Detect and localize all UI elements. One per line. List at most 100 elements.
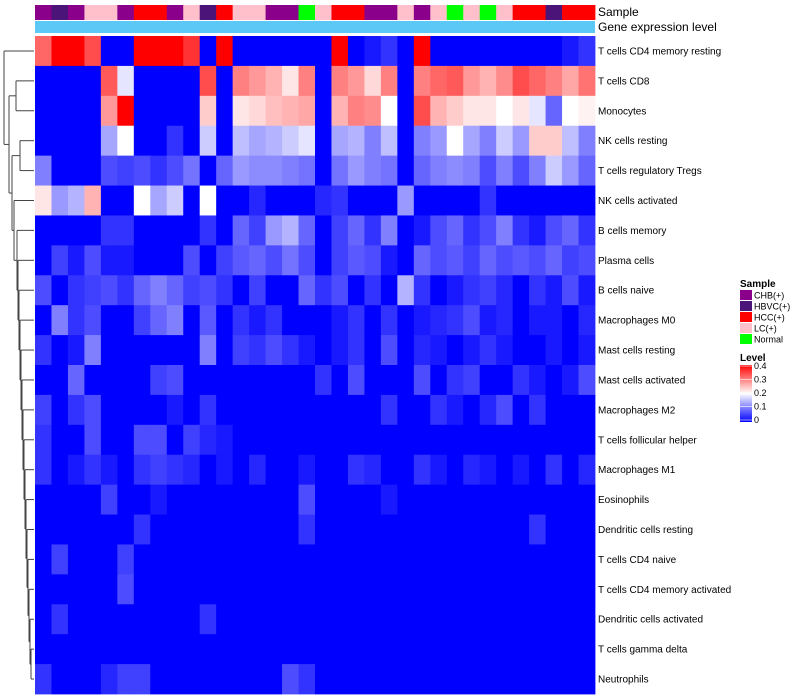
legend-sample-swatch [740,312,752,322]
heatmap-cell [446,275,464,306]
heatmap-cell [496,335,514,366]
heatmap-cell [265,394,283,426]
heatmap-cell [380,574,398,605]
heatmap-cell [35,275,52,306]
heatmap-cell [249,215,266,246]
heatmap-cell [282,275,299,306]
heatmap-cell [67,514,85,545]
heatmap-cell [347,95,365,127]
heatmap-cell [51,155,69,186]
heatmap-cell [463,65,481,97]
heatmap-cell [545,215,563,246]
heatmap-cell [430,155,448,186]
heatmap-cell [183,424,201,456]
heatmap-cell [67,634,85,665]
heatmap-cell [150,125,168,157]
heatmap-cell [479,125,497,157]
heatmap-cell [282,95,299,127]
sample-annotation-title: Sample [598,5,639,19]
heatmap-cell [347,335,365,366]
heatmap-cell [232,424,250,456]
heatmap-cell [331,454,349,486]
heatmap-cell [51,36,69,67]
heatmap-cell [199,664,217,695]
heatmap-cell [232,245,250,276]
heatmap-cell [479,275,497,306]
heatmap-cell [562,275,579,306]
heatmap-cell [150,155,168,186]
sample-annotation-cell [265,5,283,20]
heatmap-cell [545,245,563,276]
heatmap-cell [331,634,349,665]
heatmap-cell [117,454,135,486]
heatmap-cell [298,335,316,366]
heatmap-cell [199,514,217,545]
heatmap-cell [364,185,382,216]
heatmap-cell [562,424,579,456]
heatmap-cell [100,365,118,396]
heatmap-cell [413,574,431,605]
heatmap-cell [430,634,448,665]
heatmap-cell [265,514,283,545]
heatmap-cell [249,604,266,635]
heatmap-cell [51,305,69,336]
heatmap-cell [166,275,184,306]
sample-annotation-cell [117,5,135,20]
heatmap-cell [315,65,332,97]
heatmap-cell [51,95,69,127]
heatmap-cell [51,335,69,366]
heatmap-cell [397,36,415,67]
heatmap-cell [100,664,118,695]
heatmap-cell [298,454,316,486]
heatmap-cell [100,634,118,665]
sample-annotation-cell [298,5,316,20]
heatmap-cell [298,604,316,635]
legend-level-title: Level [740,353,766,364]
heatmap-cell [100,394,118,426]
heatmap-cell [496,65,514,97]
heatmap-cell [232,454,250,486]
heatmap-cell [479,484,497,515]
heatmap-cell [397,484,415,515]
heatmap-cell [545,634,563,665]
heatmap-cell [298,365,316,396]
heatmap-cell [183,484,201,515]
heatmap-cell [282,634,299,665]
heatmap-cell [84,95,102,127]
heatmap-cell [183,335,201,366]
heatmap-cell [67,484,85,515]
sample-annotation-cell [216,5,234,20]
heatmap-cell [249,664,266,695]
heatmap-cell [347,275,365,306]
heatmap-cell [265,215,283,246]
heatmap-cell [397,245,415,276]
heatmap-cell [249,424,266,456]
heatmap-cell [315,335,332,366]
heatmap-cell [512,245,530,276]
heatmap-cell [133,574,151,605]
heatmap-cell [232,215,250,246]
heatmap-cell [463,544,481,575]
heatmap-cell [397,365,415,396]
heatmap-cell [183,275,201,306]
sample-annotation-cell [529,5,546,20]
heatmap-cell [331,544,349,575]
level-tick-label: 0.4 [754,361,767,371]
heatmap-cell [446,36,464,67]
heatmap-cell [463,215,481,246]
heatmap-cell [413,394,431,426]
heatmap-cell [84,305,102,336]
heatmap-cell [479,604,497,635]
heatmap-cell [413,604,431,635]
heatmap-cell [100,454,118,486]
heatmap-cell [315,36,332,67]
heatmap-cell [150,604,168,635]
heatmap-cell [545,424,563,456]
heatmap-cell [67,245,85,276]
heatmap-cell [166,544,184,575]
heatmap-cell [496,424,514,456]
heatmap-cell [380,65,398,97]
sample-annotation-cell [315,5,332,20]
heatmap-cell [347,394,365,426]
heatmap-cell [298,125,316,157]
